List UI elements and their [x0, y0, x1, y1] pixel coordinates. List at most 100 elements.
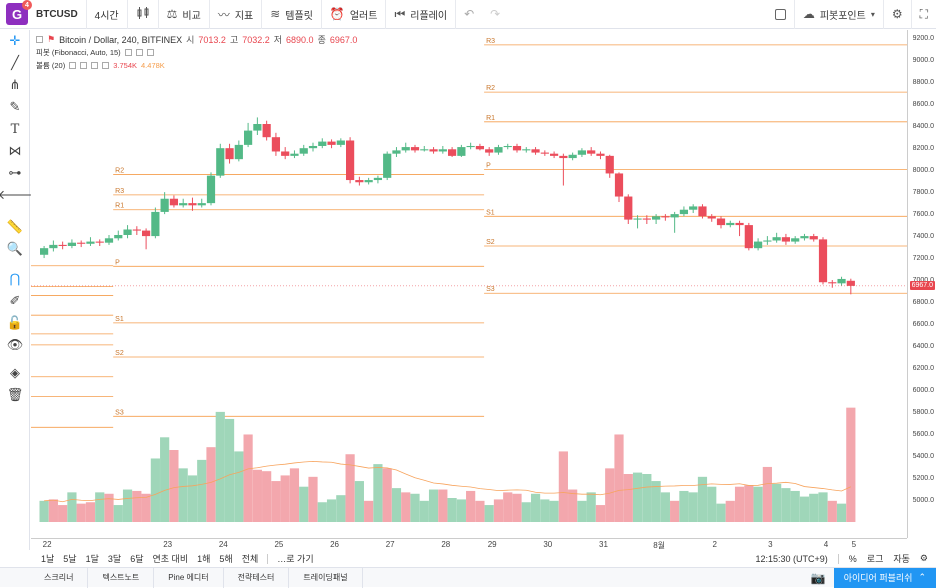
- percent-toggle[interactable]: %: [848, 553, 857, 564]
- undo-button[interactable]: ↶: [456, 0, 482, 29]
- range-button[interactable]: 1해: [197, 554, 211, 564]
- range-button[interactable]: 연초 대비: [152, 554, 189, 564]
- close-icon[interactable]: [102, 62, 110, 69]
- candle-body: [466, 145, 475, 148]
- publish-idea-button[interactable]: 아이디어 퍼블리쉬 ⌃: [833, 567, 936, 588]
- compare-button[interactable]: ⚖ 비교: [159, 0, 210, 29]
- symbol-search[interactable]: BTCUSD: [28, 0, 87, 29]
- candle-body: [401, 147, 410, 151]
- indicators-button[interactable]: 〰 지표: [210, 0, 263, 29]
- fullscreen-button[interactable]: ⛶: [912, 0, 936, 29]
- pivot-layout-selector[interactable]: ☁ 피봇포인트 ▾: [795, 0, 884, 29]
- candle-body: [132, 229, 141, 231]
- volume-bar: [493, 499, 504, 522]
- range-button[interactable]: 6달: [130, 554, 144, 564]
- range-button[interactable]: 1날: [41, 554, 55, 564]
- back-tool[interactable]: 🡐: [0, 184, 32, 206]
- bottom-panel-bar: 스크리너 텍스트노트 Pine 에디터 전략테스터 트레이딩패널 📷 아이디어 퍼블리쉬…: [0, 567, 936, 588]
- interval-selector[interactable]: 4시간: [87, 0, 128, 29]
- candle-body: [475, 145, 485, 150]
- layout-toggle[interactable]: [767, 0, 795, 29]
- candle-body: [206, 175, 216, 204]
- candle-body: [809, 236, 818, 240]
- log-toggle[interactable]: 로그: [866, 554, 884, 564]
- replay-button[interactable]: ⏮ 리플레이: [386, 0, 457, 29]
- range-button[interactable]: 전체: [241, 554, 259, 564]
- magnet-tool[interactable]: ⋂: [0, 268, 30, 290]
- volume-bar: [252, 469, 262, 522]
- goto-date-button[interactable]: …로 가기: [277, 554, 314, 564]
- candle-body: [800, 236, 809, 239]
- price-tick-label: 7600.0: [912, 211, 934, 219]
- legend-h-value: 7032.2: [242, 34, 270, 45]
- bottom-tab[interactable]: Pine 에디터: [154, 567, 224, 588]
- range-button[interactable]: 1달: [85, 554, 99, 564]
- volume-bar: [373, 464, 383, 522]
- range-button[interactable]: 5날: [63, 554, 77, 564]
- bottom-tab[interactable]: 텍스트노트: [88, 567, 155, 588]
- prediction-tool[interactable]: ⊶: [0, 162, 30, 184]
- candle-body: [661, 216, 670, 218]
- stay-drawing-tool[interactable]: ✐: [0, 290, 30, 312]
- time-tick-label: 30: [543, 540, 553, 549]
- bottom-tab[interactable]: 전략테스터: [224, 567, 290, 588]
- time-tick-label: 31: [599, 540, 608, 549]
- layers-tool[interactable]: ◈: [0, 362, 30, 384]
- legend-volume-row[interactable]: 볼륨 (20) 3.754K 4.478K: [36, 59, 357, 72]
- time-axis[interactable]: 22 23 24 25 26 27 28 29 30 31 8월 2 3 4 5: [31, 538, 907, 550]
- legend-pivot-row[interactable]: 피봇 (Fibonacci, Auto, 15): [36, 46, 357, 59]
- price-tick-label: 7400.0: [912, 233, 934, 241]
- trash-tool[interactable]: 🗑: [0, 384, 30, 406]
- settings-icon[interactable]: [135, 49, 143, 56]
- range-button[interactable]: 5해: [219, 554, 233, 564]
- candle-body: [355, 180, 364, 183]
- volume-bar: [577, 500, 587, 522]
- volume-bar: [169, 450, 179, 522]
- hide-tool[interactable]: 👁: [0, 334, 30, 356]
- close-icon[interactable]: [146, 49, 154, 56]
- eye-icon[interactable]: [124, 49, 132, 56]
- collapse-legend-icon[interactable]: [36, 36, 43, 43]
- price-chart[interactable]: R3 R2 R1 P S1 S2 S3 R3 R2 R1 P S1 S2 S3: [31, 30, 907, 538]
- eye-icon[interactable]: [69, 62, 77, 69]
- candle-body: [512, 145, 522, 151]
- volume-bar: [827, 500, 837, 522]
- templates-button[interactable]: ≋ 템플릿: [262, 0, 322, 29]
- ruler-tool[interactable]: 📏: [0, 216, 30, 238]
- gear-icon[interactable]: ⚙: [919, 553, 928, 563]
- crosshair-tool[interactable]: ✛: [0, 30, 30, 52]
- chart-style-button[interactable]: [128, 0, 159, 29]
- lock-tool[interactable]: 🔓: [0, 312, 30, 334]
- range-button[interactable]: 3달: [107, 554, 122, 564]
- alert-button[interactable]: ⏰ 얼러트: [322, 0, 387, 29]
- auto-toggle[interactable]: 자동: [893, 554, 910, 564]
- price-axis[interactable]: 9200.0 9000.0 8800.0 8600.0 8400.0 8200.0 8000…: [907, 30, 936, 538]
- fullscreen-icon: ⛶: [919, 6, 928, 21]
- bottom-tab[interactable]: 트레이딩패널: [289, 567, 363, 588]
- settings-icon[interactable]: [80, 62, 88, 69]
- add-icon[interactable]: [91, 62, 99, 69]
- app-logo[interactable]: G 4: [6, 0, 32, 25]
- settings-button[interactable]: ⚙: [884, 0, 912, 29]
- fib-tool[interactable]: ⋔: [0, 74, 30, 96]
- price-tick-label: 6800.0: [912, 299, 934, 307]
- volume-bar: [122, 489, 133, 522]
- candle-body: [77, 242, 86, 244]
- volume-bar: [299, 486, 309, 522]
- trendline-tool[interactable]: ╱: [0, 52, 30, 74]
- layout-checkbox[interactable]: [774, 8, 786, 20]
- pivot-label: R3: [486, 38, 495, 45]
- redo-button[interactable]: ↷: [482, 0, 508, 29]
- zoom-tool[interactable]: 🔍: [0, 238, 30, 260]
- pitchfork-icon: ⋔: [9, 77, 21, 92]
- text-tool[interactable]: T: [0, 118, 30, 140]
- candle-body: [225, 148, 234, 160]
- pattern-tool[interactable]: ⋈: [0, 140, 30, 162]
- clock-display[interactable]: 12:15:30 (UTC+9): [755, 553, 828, 564]
- camera-icon[interactable]: 📷: [810, 570, 826, 585]
- prediction-icon: ⊶: [8, 165, 22, 180]
- range-buttons: 1날 5날 1달 3달 6달 연초 대비 1해 5해 전체: [41, 552, 258, 565]
- volume-bar: [466, 490, 476, 522]
- brush-tool[interactable]: ✎: [0, 96, 30, 118]
- bottom-tab[interactable]: 스크리너: [30, 567, 89, 588]
